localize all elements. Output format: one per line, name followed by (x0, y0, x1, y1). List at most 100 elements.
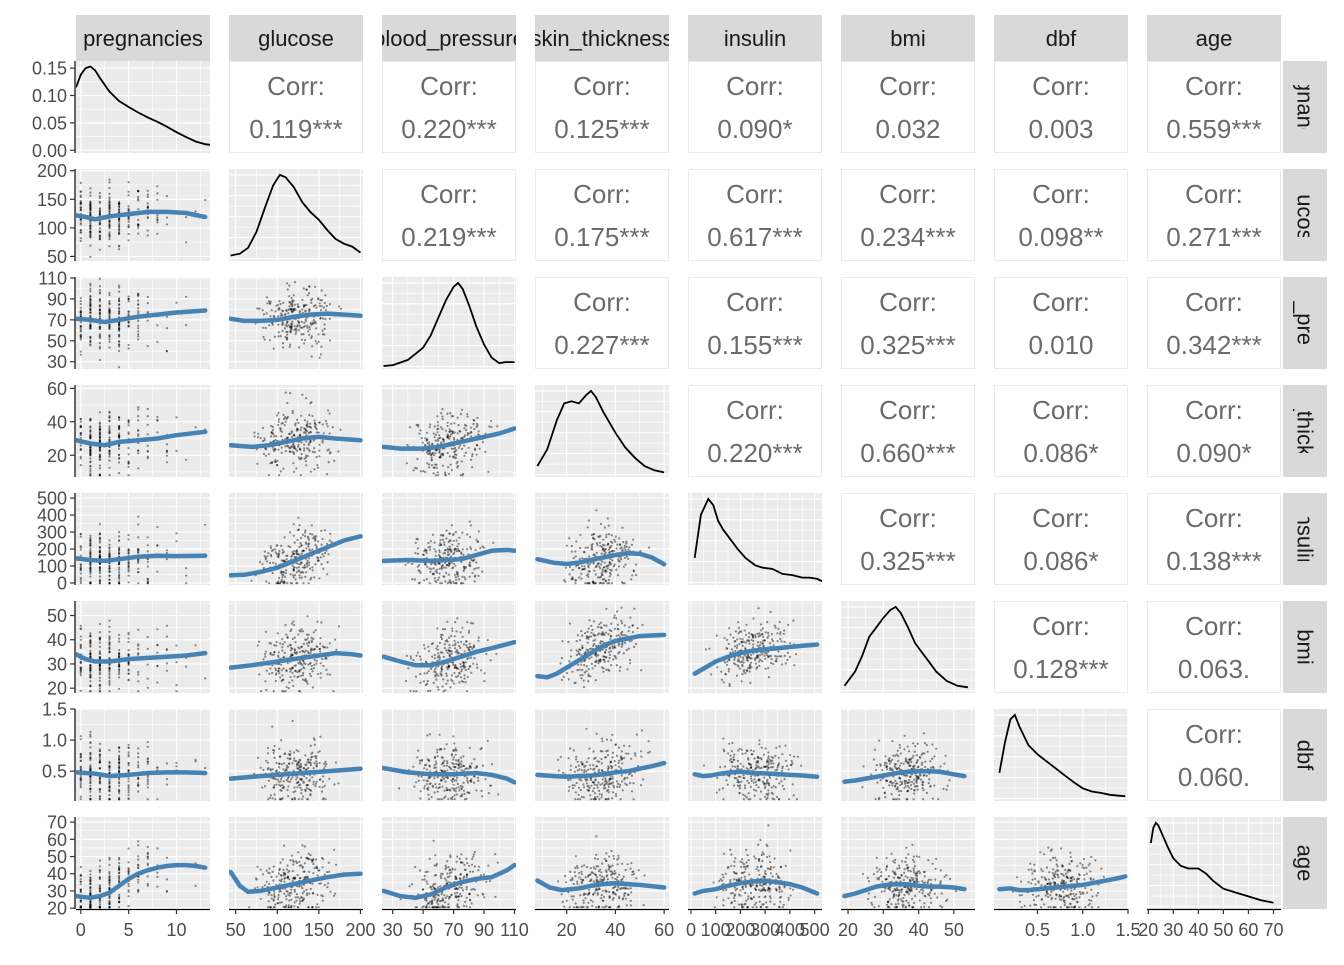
scatter-point (425, 552, 427, 554)
scatter-point (99, 465, 101, 467)
scatter-point (477, 434, 479, 436)
scatter-point (312, 569, 314, 571)
scatter-point (297, 446, 299, 448)
scatter-point (596, 552, 598, 554)
scatter-point (728, 627, 730, 629)
panel-skin_thickness-glucose (229, 385, 363, 477)
scatter-point (441, 652, 443, 654)
scatter-point (295, 467, 297, 469)
scatter-point (610, 635, 612, 637)
scatter-point (80, 237, 82, 239)
scatter-point (89, 652, 91, 654)
scatter-point (609, 638, 611, 640)
scatter-point (276, 641, 278, 643)
scatter-point (309, 568, 311, 570)
scatter-point (487, 639, 489, 641)
corr-value: 0.234*** (860, 222, 955, 252)
corr-label: Corr: (1185, 611, 1243, 641)
scatter-point (108, 690, 110, 692)
scatter-point (128, 794, 130, 796)
scatter-point (317, 333, 319, 335)
scatter-point (300, 792, 302, 794)
scatter-point (99, 459, 101, 461)
strip-right-label: bmi (1293, 629, 1318, 664)
scatter-point (265, 557, 267, 559)
scatter-point (786, 659, 788, 661)
scatter-point (156, 798, 158, 800)
scatter-point (306, 615, 308, 617)
scatter-point (185, 666, 187, 668)
scatter-point (443, 544, 445, 546)
scatter-point (281, 452, 283, 454)
scatter-point (292, 667, 294, 669)
scatter-point (323, 555, 325, 557)
scatter-point (444, 549, 446, 551)
scatter-point (461, 448, 463, 450)
scatter-point (314, 286, 316, 288)
scatter-point (315, 327, 317, 329)
scatter-point (327, 425, 329, 427)
scatter-point (298, 346, 300, 348)
scatter-point (185, 582, 187, 584)
scatter-point (293, 471, 295, 473)
scatter-point (461, 668, 463, 670)
scatter-point (298, 563, 300, 565)
scatter-point (128, 420, 130, 422)
scatter-point (620, 620, 622, 622)
scatter-point (268, 582, 270, 584)
scatter-point (438, 434, 440, 436)
scatter-point (746, 669, 748, 671)
scatter-point (495, 653, 497, 655)
scatter-point (309, 673, 311, 675)
scatter-point (99, 450, 101, 452)
scatter-point (301, 321, 303, 323)
scatter-point (449, 579, 451, 581)
scatter-point (185, 216, 187, 218)
scatter-point (89, 752, 91, 754)
scatter-point (624, 642, 626, 644)
scatter-point (290, 323, 292, 325)
scatter-point (561, 640, 563, 642)
panel-dbf-pregnancies (76, 709, 210, 801)
scatter-point (736, 675, 738, 677)
scatter-point (99, 690, 101, 692)
corr-label: Corr: (1032, 503, 1090, 533)
scatter-point (458, 447, 460, 449)
panel-pregnancies-bmi: Corr:0.032 (842, 62, 975, 153)
scatter-point (619, 666, 621, 668)
scatter-point (282, 468, 284, 470)
scatter-point (89, 731, 91, 733)
scatter-point (99, 214, 101, 216)
scatter-point (724, 661, 726, 663)
scatter-point (118, 649, 120, 651)
scatter-point (294, 325, 296, 327)
scatter-point (286, 789, 288, 791)
scatter-point (89, 641, 91, 643)
scatter-point (108, 539, 110, 541)
scatter-point (600, 523, 602, 525)
scatter-point (306, 325, 308, 327)
scatter-point (566, 545, 568, 547)
scatter-point (137, 761, 139, 763)
scatter-point (435, 474, 437, 476)
scatter-point (588, 570, 590, 572)
scatter-point (147, 450, 149, 452)
scatter-point (278, 418, 280, 420)
scatter-point (568, 660, 570, 662)
scatter-point (424, 444, 426, 446)
scatter-point (137, 338, 139, 340)
panel-insulin-dbf: Corr:0.086* (995, 494, 1128, 585)
panel-insulin-skin_thickness (535, 493, 669, 585)
scatter-point (631, 544, 633, 546)
scatter-point (306, 327, 308, 329)
scatter-point (275, 582, 277, 584)
scatter-point (99, 304, 101, 306)
scatter-point (308, 564, 310, 566)
scatter-point (777, 651, 779, 653)
corr-value: 0.010 (1028, 330, 1093, 360)
scatter-point (276, 762, 278, 764)
corr-label: Corr: (573, 71, 631, 101)
scatter-point (137, 452, 139, 454)
scatter-point (459, 647, 461, 649)
scatter-point (445, 673, 447, 675)
